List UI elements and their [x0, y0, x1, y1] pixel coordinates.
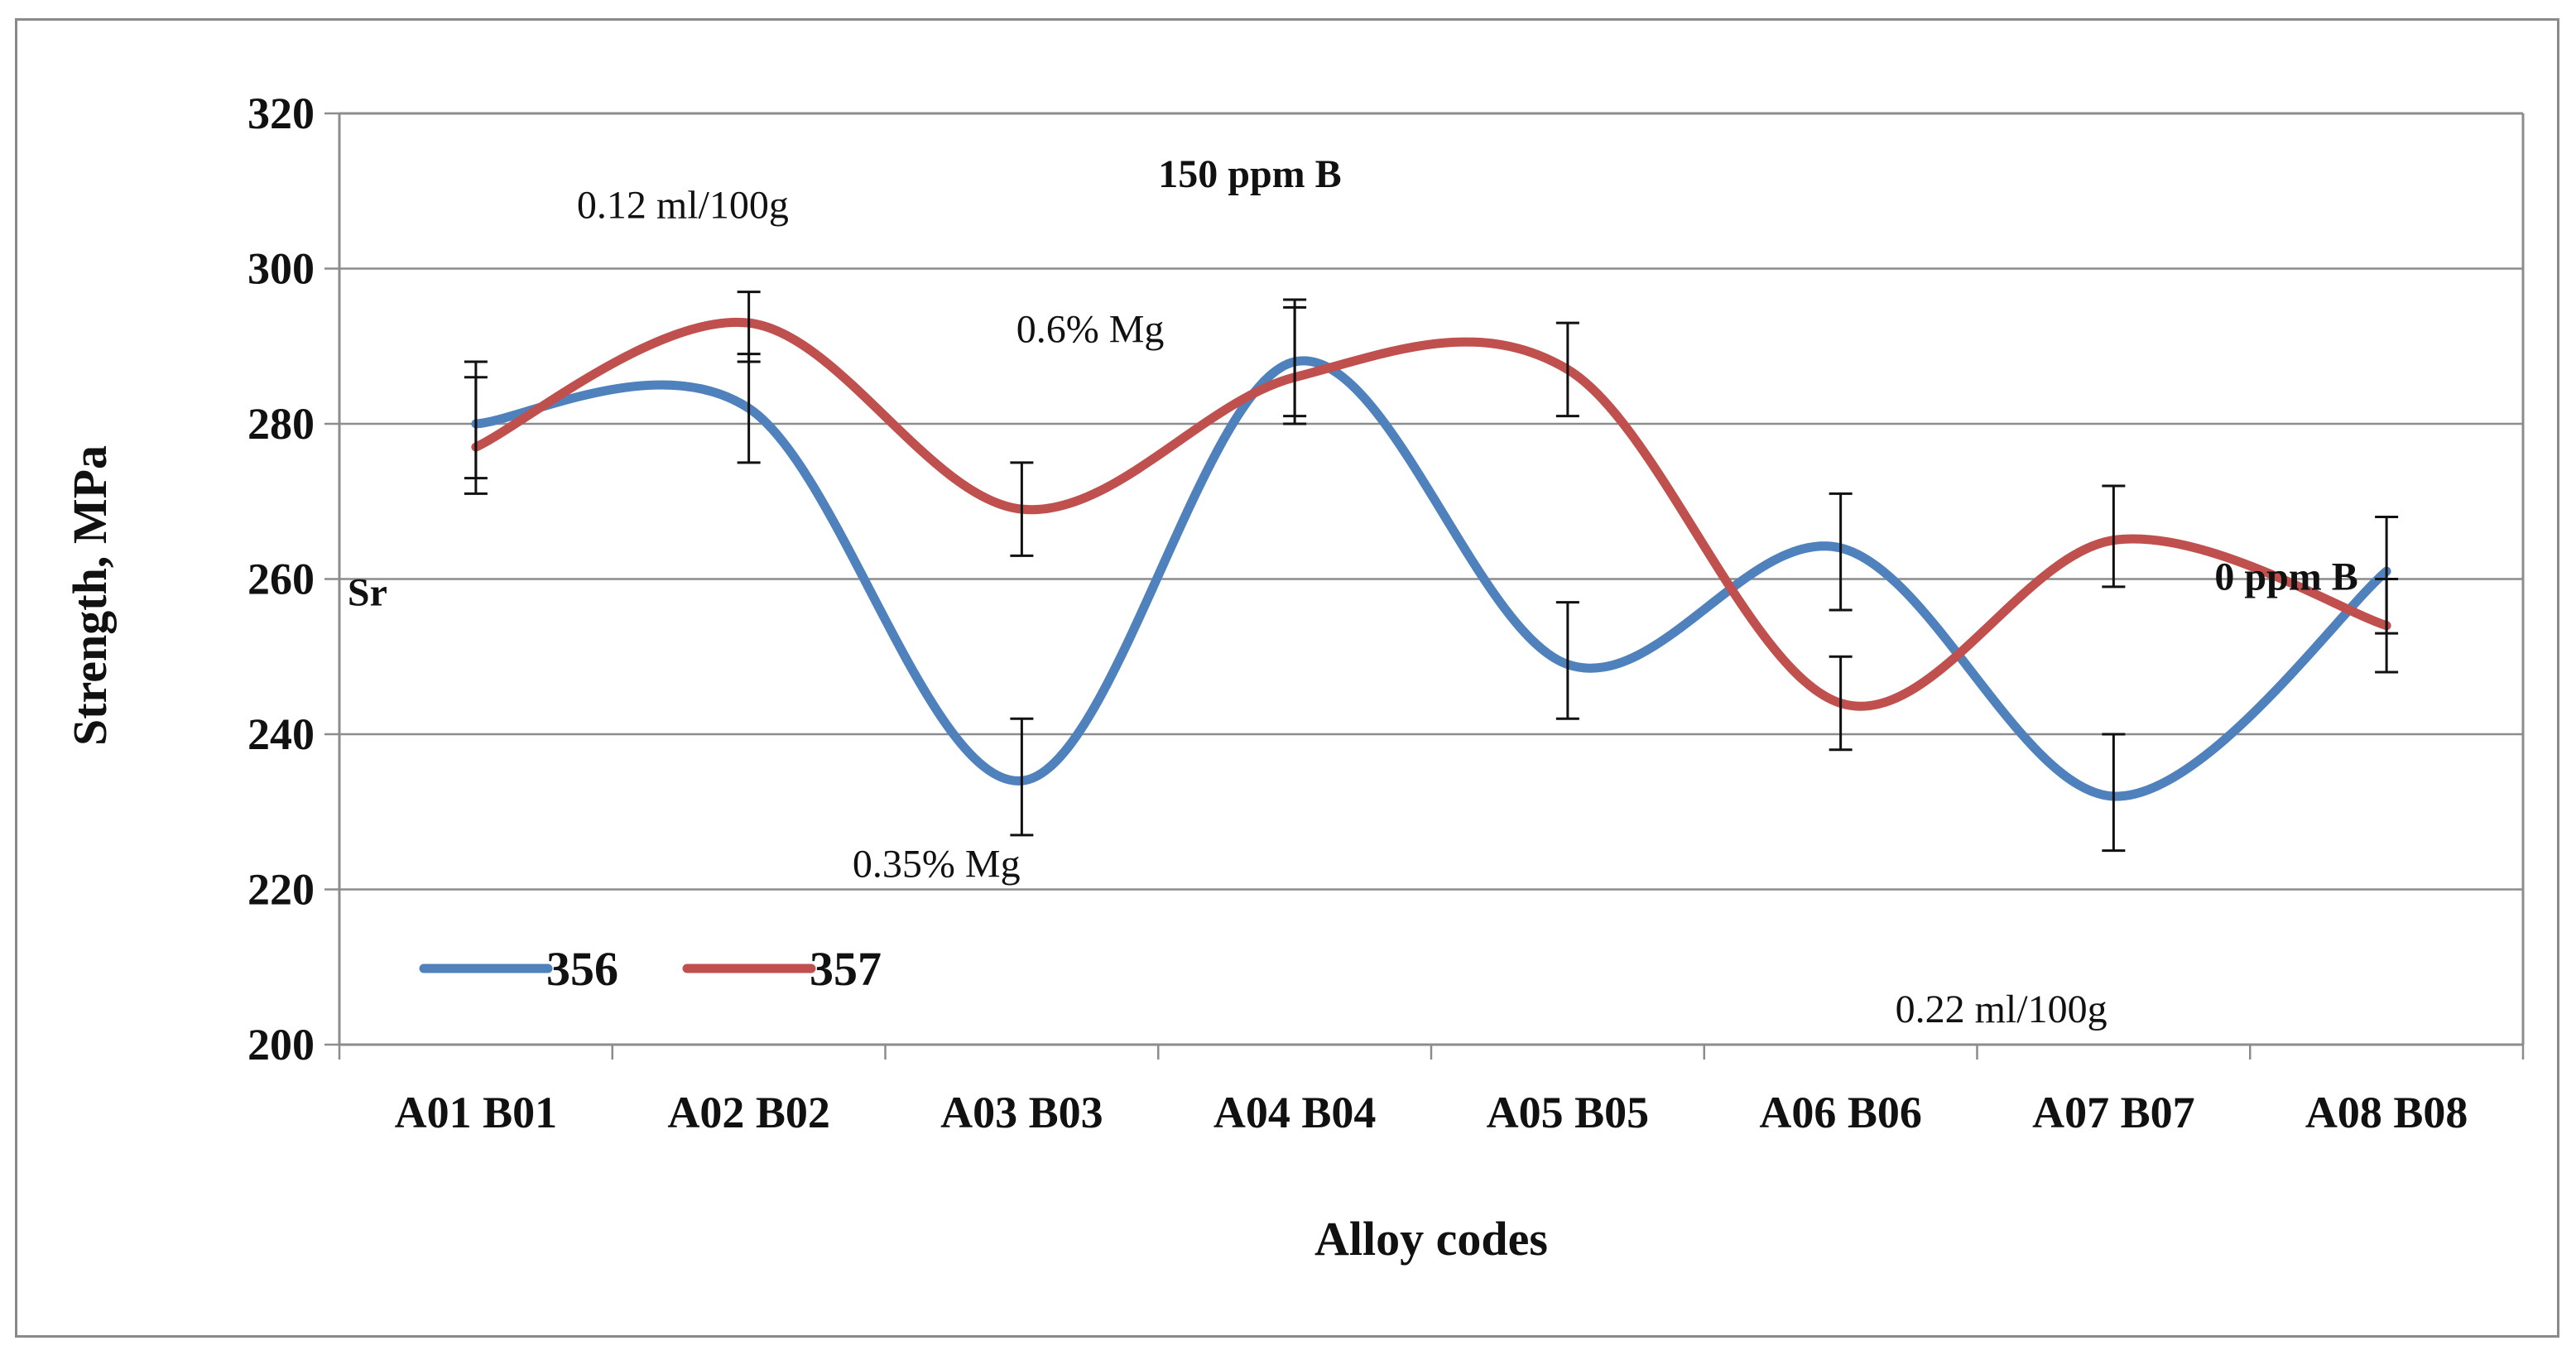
annotation-label: Sr [348, 570, 387, 614]
x-tick-label: A08 B08 [2305, 1088, 2468, 1137]
x-tick-label: A05 B05 [1487, 1088, 1650, 1137]
annotation-label: 150 ppm B [1158, 152, 1341, 196]
gridlines [324, 112, 2523, 1046]
y-axis-title: Strength, MPa [63, 445, 117, 746]
error-bars [464, 291, 2399, 853]
y-tick-label: 240 [248, 709, 315, 759]
chart-frame [15, 18, 2559, 1338]
y-tick-label: 300 [248, 244, 315, 294]
x-tick-label: A04 B04 [1214, 1088, 1377, 1137]
x-tick-labels: A01 B01 A02 B02 A03 B03 A04 B04 A05 B05 A06 B… [395, 1088, 2468, 1137]
series-line-356 [471, 356, 2391, 801]
y-tick-label: 320 [248, 89, 315, 138]
x-tick-label: A02 B02 [667, 1088, 830, 1137]
x-tick-label: A01 B01 [395, 1088, 558, 1137]
series-line-357 [471, 317, 2391, 711]
annotation-label: 0.35% Mg [853, 843, 1021, 887]
x-tick-label: A06 B06 [1759, 1088, 1922, 1137]
annotations: 0.12 ml/100g 150 ppm B 0.6% Mg Sr 0.35% Mg 0 … [348, 152, 2358, 1031]
annotation-label: 0.6% Mg [1016, 308, 1165, 352]
y-tick-label: 200 [248, 1020, 315, 1069]
legend: 356 357 [419, 942, 882, 996]
y-tick-label: 260 [248, 555, 315, 604]
annotation-label: 0 ppm B [2214, 555, 2357, 599]
x-tick-label: A03 B03 [940, 1088, 1103, 1137]
y-tick-label: 220 [248, 865, 315, 915]
legend-label-357: 357 [810, 942, 882, 996]
x-axis-title: Alloy codes [1314, 1212, 1548, 1266]
legend-label-356: 356 [546, 942, 618, 996]
y-tick-label: 280 [248, 399, 315, 449]
y-tick-labels: 200 220 240 260 280 300 320 [248, 89, 315, 1069]
x-tick-label: A07 B07 [2032, 1088, 2195, 1137]
annotation-label: 0.22 ml/100g [1896, 988, 2107, 1031]
series-lines [471, 317, 2391, 801]
annotation-label: 0.12 ml/100g [577, 184, 789, 228]
axes [338, 112, 2525, 1060]
